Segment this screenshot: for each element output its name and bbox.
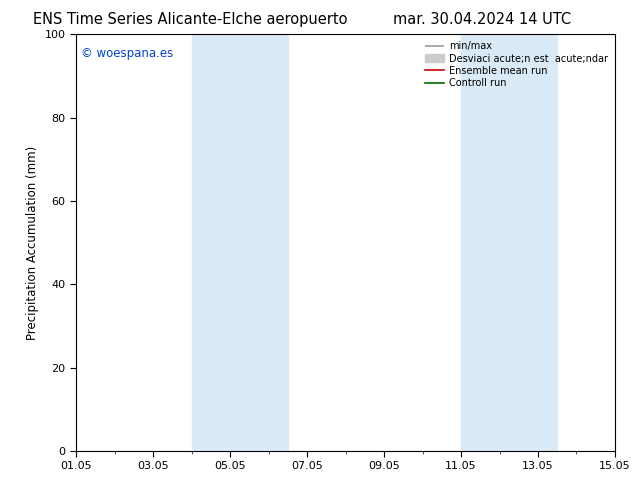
Bar bbox=[191, 34, 288, 451]
Text: ENS Time Series Alicante-Elche aeropuerto: ENS Time Series Alicante-Elche aeropuert… bbox=[33, 12, 347, 27]
Bar bbox=[461, 34, 557, 451]
Text: © woespana.es: © woespana.es bbox=[81, 47, 174, 60]
Y-axis label: Precipitation Accumulation (mm): Precipitation Accumulation (mm) bbox=[26, 146, 39, 340]
Legend: min/max, Desviaci acute;n est  acute;ndar, Ensemble mean run, Controll run: min/max, Desviaci acute;n est acute;ndar… bbox=[423, 39, 610, 90]
Text: mar. 30.04.2024 14 UTC: mar. 30.04.2024 14 UTC bbox=[393, 12, 571, 27]
